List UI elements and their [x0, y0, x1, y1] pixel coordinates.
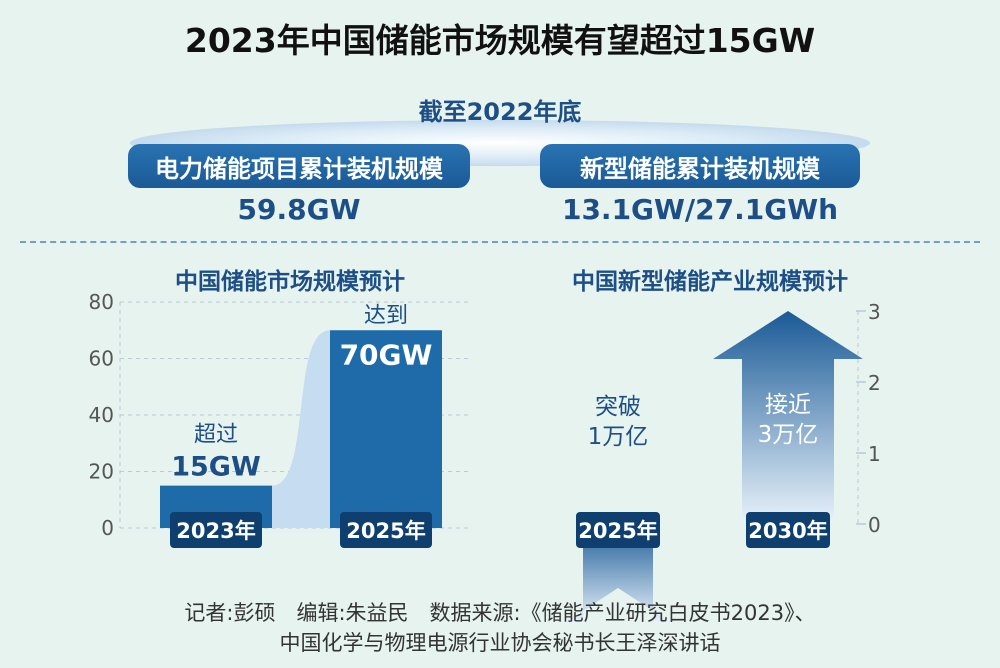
annotation-line1: 接近 — [765, 392, 811, 418]
category-label: 2025年 — [346, 519, 425, 543]
y-tick-label: 1 — [868, 442, 881, 466]
right-chart-title: 中国新型储能产业规模预计 — [572, 269, 848, 295]
category-label: 2030年 — [748, 519, 827, 543]
annotation-value: 15GW — [171, 452, 261, 483]
category-label-box — [170, 512, 262, 548]
y-tick-label: 3 — [868, 300, 881, 324]
y-tick-label: 0 — [868, 513, 881, 537]
y-tick-label: 40 — [89, 403, 114, 427]
stat-value-power-storage: 59.8GW — [237, 193, 361, 226]
left-chart-title: 中国储能市场规模预计 — [175, 269, 405, 295]
source-line-1: 记者:彭硕 编辑:朱益民 数据来源:《储能产业研究白皮书2023》、 — [184, 601, 816, 625]
category-label-box — [746, 512, 830, 548]
y-tick-label: 60 — [89, 347, 114, 371]
stat-label-new-storage: 新型储能累计装机规模 — [540, 144, 860, 188]
growth-band — [272, 330, 330, 528]
left-chart: 0 20 40 60 80 2023年 2025年 超过 15GW 达到 70GW — [89, 290, 470, 548]
page-title: 2023年中国储能市场规模有望超过15GW — [184, 21, 816, 60]
annotation-line1: 突破 — [595, 394, 641, 420]
growth-arrow — [563, 524, 673, 624]
annotation-line2: 1万亿 — [588, 424, 649, 450]
category-label-box — [340, 512, 432, 548]
category-label-box — [576, 512, 660, 548]
stat-value-new-storage: 13.1GW/27.1GWh — [561, 193, 839, 226]
section-divider — [20, 241, 980, 243]
stat-label-power-storage: 电力储能项目累计装机规模 — [128, 144, 470, 188]
category-label: 2025年 — [578, 519, 657, 543]
y-tick-label: 20 — [89, 460, 114, 484]
y-tick-label: 80 — [89, 290, 114, 314]
annotation-line2: 3万亿 — [758, 422, 819, 448]
bar — [330, 330, 442, 528]
y-tick-label: 2 — [868, 371, 881, 395]
as-of-label: 截至2022年底 — [418, 98, 582, 126]
category-label: 2023年 — [176, 519, 255, 543]
source-line-2: 中国化学与物理电源行业协会秘书长王泽深讲话 — [279, 631, 721, 655]
right-chart: 0 1 2 3 2025年 2030年 突破 1万亿 接近 3万亿 — [563, 300, 881, 624]
annotation-value: 70GW — [340, 338, 433, 371]
growth-arrow — [713, 311, 863, 524]
y-tick-label: 0 — [101, 516, 114, 540]
annotation-prefix: 达到 — [364, 303, 408, 328]
annotation-prefix: 超过 — [194, 423, 238, 448]
